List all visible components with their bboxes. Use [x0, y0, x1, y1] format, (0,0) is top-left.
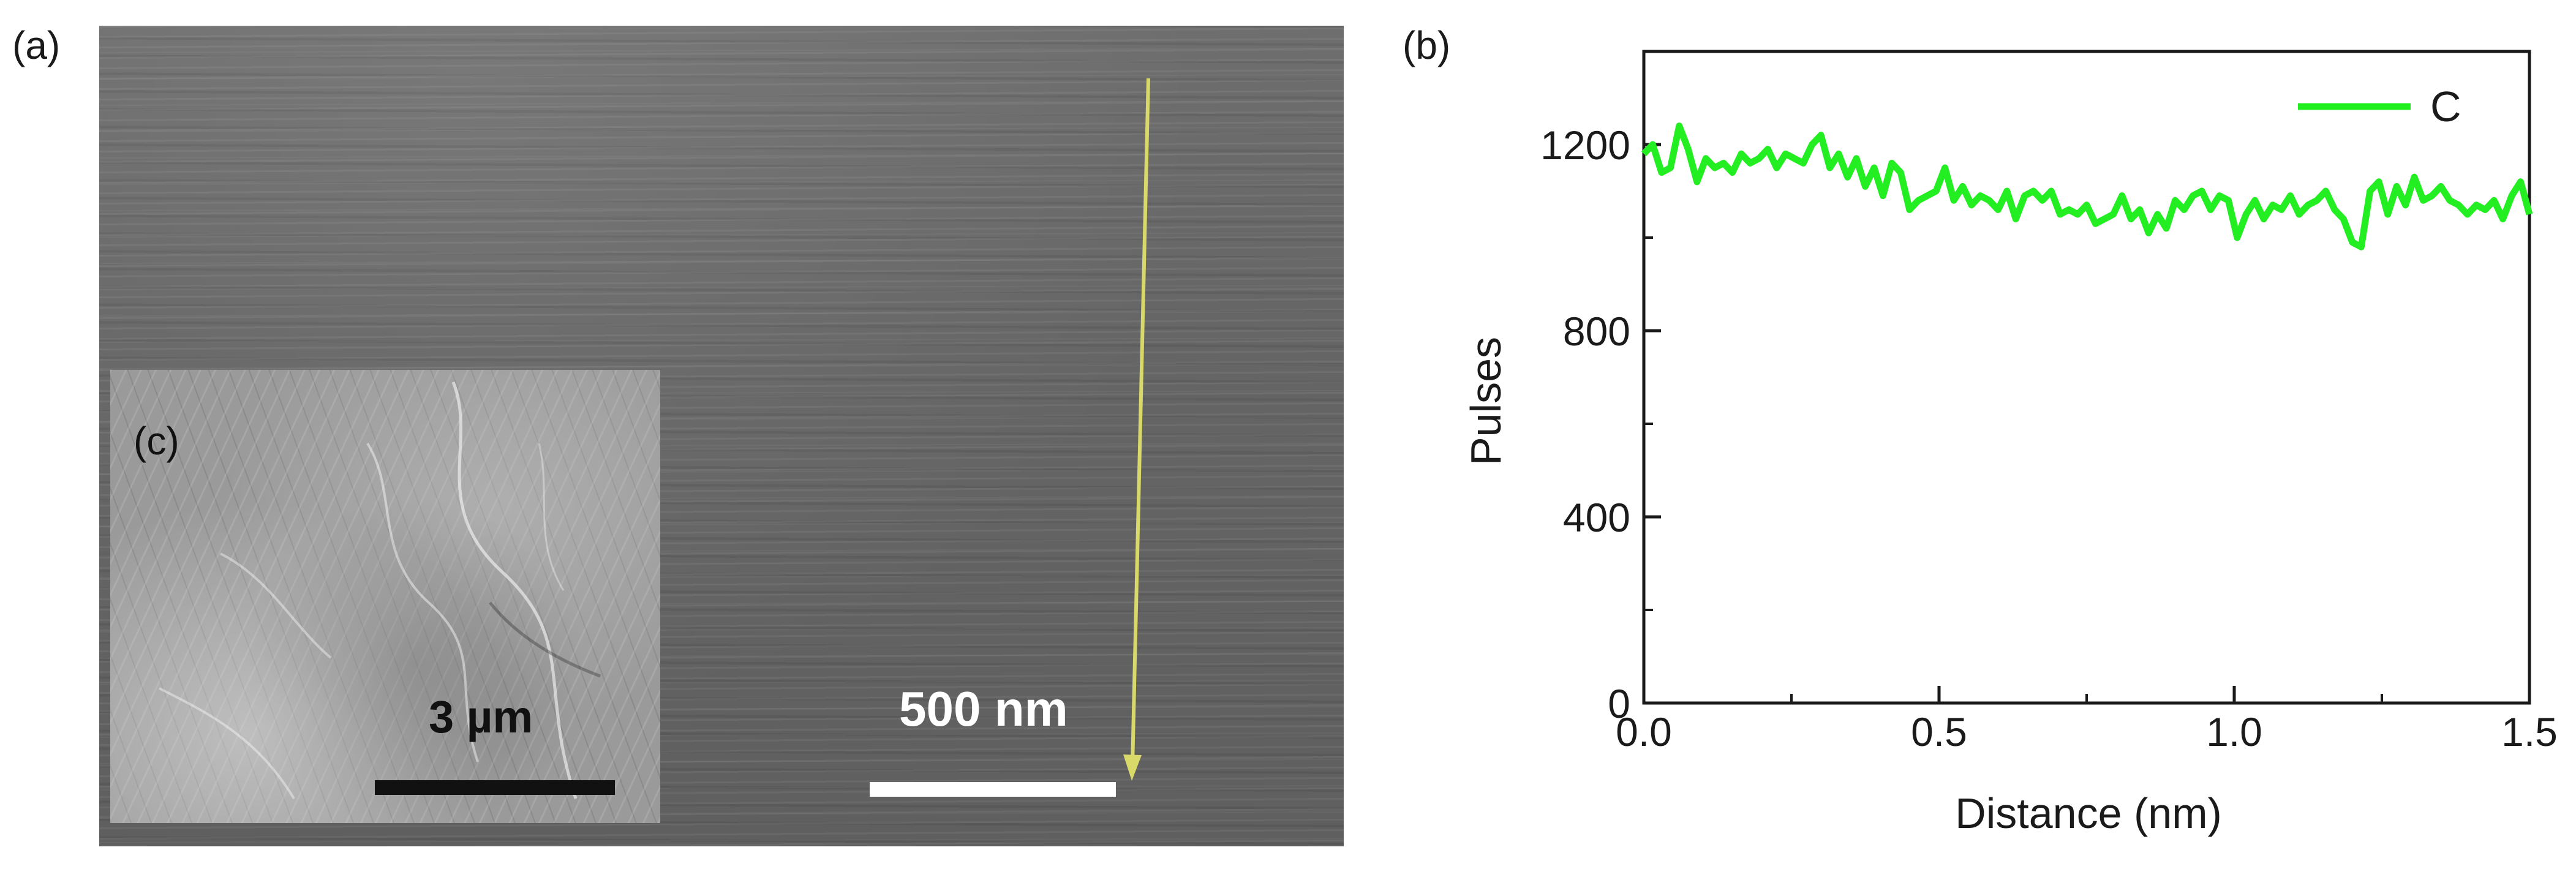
scale-bar-label-a: 500 nm [899, 682, 1068, 736]
x-tick-label: 1.0 [2206, 709, 2262, 754]
plot-border [1642, 50, 2531, 705]
wrinkle [220, 552, 332, 659]
inset-texture [110, 370, 660, 823]
legend-label-c: C [2430, 83, 2461, 130]
inset-wrinkles [159, 382, 601, 800]
series-line-c [1641, 122, 2533, 250]
axis-tick-labels: 0.0 0.5 1.0 1.5 0 400 800 1200 [1540, 122, 2558, 754]
panel-label-a: (a) [12, 23, 61, 67]
y-tick-label: 0 [1608, 681, 1630, 726]
wrinkle [451, 382, 578, 799]
y-tick-label: 800 [1563, 309, 1630, 354]
linescan-arrow-head [1123, 754, 1142, 781]
wrinkle [366, 442, 479, 762]
sem-inset-c: (c) [110, 370, 660, 823]
panel-label-c: (c) [134, 419, 179, 463]
wrinkle [538, 443, 565, 591]
x-axis-label: Distance (nm) [1955, 789, 2222, 837]
axis-ticks [1642, 143, 2531, 705]
plot-frame [1642, 50, 2531, 705]
x-tick-label: 0.5 [1911, 709, 1967, 754]
scale-bar-label-c: 3 µm [429, 691, 533, 742]
y-tick-label: 1200 [1540, 122, 1630, 168]
y-tick-label: 400 [1563, 495, 1630, 540]
wrinkle [489, 601, 601, 678]
scale-bar-a [870, 782, 1116, 797]
wrinkle [159, 687, 295, 800]
x-tick-label: 0.0 [1616, 709, 1672, 754]
scale-bar-c [375, 780, 615, 795]
x-tick-label: 1.5 [2501, 709, 2558, 754]
y-axis-label: Pulses [1462, 337, 1510, 465]
linescan-arrow-line [1131, 78, 1150, 766]
panel-label-b: (b) [1403, 23, 1451, 67]
